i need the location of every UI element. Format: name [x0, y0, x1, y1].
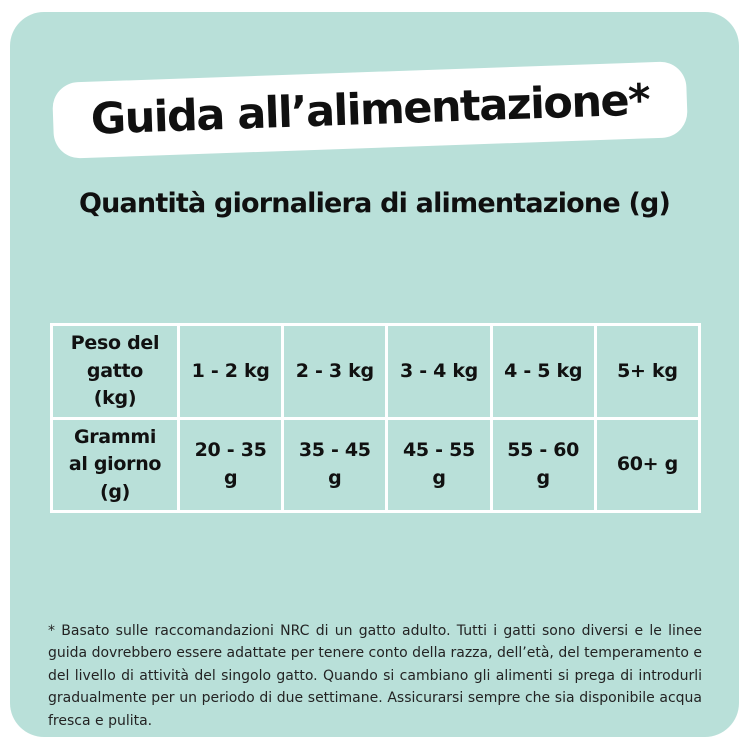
row-header-grams: Grammi al giorno (g) [50, 416, 180, 514]
table-row-grams: Grammi al giorno (g) 20 - 35 g 35 - 45 g… [50, 416, 702, 514]
table-cell-weight-1: 1 - 2 kg [176, 323, 285, 420]
subtitle: Quantità giornaliera di alimentazione (g… [78, 188, 671, 219]
footnote-text: * Basato sulle raccomandazioni NRC di un… [48, 623, 702, 729]
table-cell-weight-4: 4 - 5 kg [489, 323, 597, 420]
table-cell-grams-4: 55 - 60 g [489, 416, 597, 514]
page-title: Guida all’alimentazione* [90, 75, 650, 145]
row-header-weight: Peso del gatto (kg) [50, 323, 180, 420]
table-cell-weight-3: 3 - 4 kg [385, 323, 493, 420]
table-cell-grams-3: 45 - 55 g [385, 416, 493, 514]
title-banner: Guida all’alimentazione* [51, 60, 689, 160]
feeding-guide-card: Guida all’alimentazione* Quantità giorna… [10, 12, 739, 737]
table-cell-grams-1: 20 - 35 g [176, 416, 285, 514]
table-cell-weight-5: 5+ kg [593, 323, 702, 420]
table-cell-grams-2: 35 - 45 g [281, 416, 389, 514]
table-cell-grams-5: 60+ g [593, 416, 702, 514]
table-cell-weight-2: 2 - 3 kg [281, 323, 389, 420]
table-row-weight: Peso del gatto (kg) 1 - 2 kg 2 - 3 kg 3 … [50, 323, 702, 420]
feeding-table: Peso del gatto (kg) 1 - 2 kg 2 - 3 kg 3 … [50, 323, 702, 514]
